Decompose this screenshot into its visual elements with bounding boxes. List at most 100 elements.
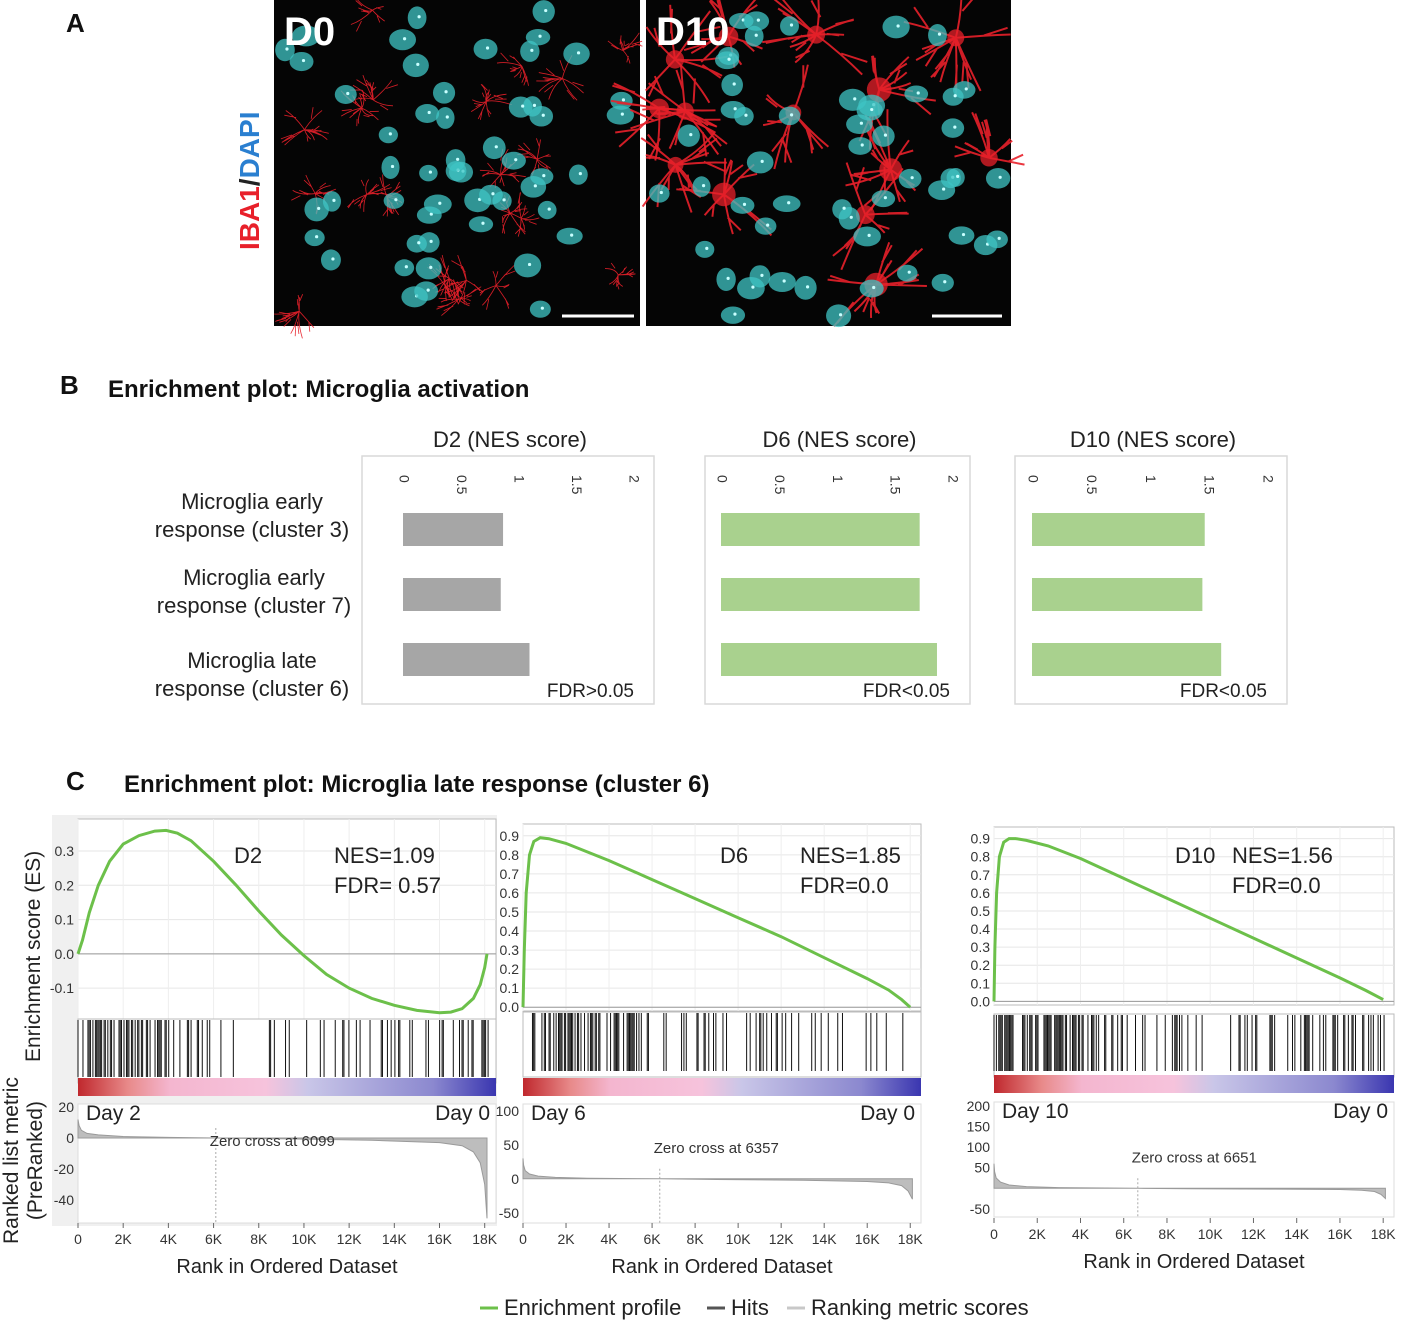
row-label-line: Microglia early [183, 565, 325, 590]
enrichment-profile-line [992, 837, 1384, 1002]
nucleus [871, 190, 896, 208]
nucleus-spot [789, 23, 794, 27]
nucleus-spot [527, 262, 532, 267]
es-tick-label: 0.7 [971, 867, 991, 883]
nucleus-spot [331, 257, 335, 261]
nucleus-spot [620, 112, 624, 116]
bar-1 [721, 513, 920, 546]
microglia-soma [718, 26, 739, 47]
nucleus-spot [883, 196, 887, 200]
nucleus [436, 107, 455, 129]
microglia-soma [676, 102, 694, 120]
nucleus-spot [860, 143, 864, 147]
nucleus-spot [805, 285, 810, 289]
nucleus-spot [315, 235, 319, 239]
microglia-process [350, 0, 385, 32]
es-tick-label: 0.5 [500, 904, 520, 920]
microglia-process [954, 111, 1025, 166]
hits-area [522, 1011, 922, 1078]
x-tick-label: 8K [250, 1231, 268, 1247]
nucleus-spot [705, 246, 709, 251]
nucleus-spot [744, 113, 748, 117]
nucleus-spot [872, 285, 876, 290]
nucleus-spot [502, 198, 506, 202]
es-tick-label: 0.1 [55, 912, 75, 928]
x-axis-label: Rank in Ordered Dataset [1083, 1251, 1305, 1273]
nucleus [768, 271, 796, 293]
nucleus-spot [514, 158, 518, 162]
nucleus [334, 84, 357, 104]
fdr-text: FDR= 0.57 [334, 873, 441, 898]
es-tick-label: 0.7 [500, 866, 520, 882]
es-tick-label: 0.2 [971, 957, 991, 973]
nucleus [948, 226, 975, 245]
micrograph-label: D0 [284, 10, 335, 54]
nucleus-spot [910, 176, 914, 180]
nucleus-spot [727, 57, 731, 61]
nucleus [859, 279, 884, 298]
microglia-process [762, 0, 868, 76]
microglia-process [350, 74, 399, 111]
nucleus-spot [532, 103, 537, 107]
x-tick-label: 16K [855, 1231, 881, 1247]
x-tick-label: 2K [115, 1231, 133, 1247]
row-label-line: response (cluster 3) [154, 517, 350, 542]
nucleus-spot [751, 285, 755, 289]
nucleus [508, 96, 533, 118]
microglia-soma [665, 50, 685, 69]
nucleus-spot [964, 87, 968, 91]
x-tick-label: 16K [1327, 1226, 1353, 1242]
microglia-process [629, 65, 728, 157]
bar-2 [1032, 578, 1203, 611]
tick-label: 1.5 [1202, 475, 1218, 495]
x-tick-label: 0 [74, 1231, 82, 1247]
micrograph-label: D10 [656, 10, 729, 54]
nucleus [381, 155, 400, 179]
tick-label: 1 [830, 475, 846, 483]
hits-group [993, 1015, 1385, 1071]
nucleus-spot [732, 82, 736, 86]
tick-label: 0.5 [1084, 475, 1100, 495]
es-tick-label: -0.1 [50, 980, 74, 996]
nucleus-spot [426, 288, 430, 292]
ranking-metric-area [993, 1163, 1386, 1200]
nucleus-spot [726, 276, 730, 280]
legend-label: Enrichment profile [504, 1295, 681, 1320]
day-label: D6 [720, 843, 748, 868]
nucleus [746, 151, 774, 174]
nucleus-spot [896, 24, 900, 28]
micrograph-d10: D10 [610, 0, 1025, 328]
nucleus [772, 195, 801, 213]
x-tick-label: 10K [726, 1231, 752, 1247]
x-tick-label: 0 [990, 1226, 998, 1242]
microglia-process [762, 64, 830, 170]
nucleus-spot [417, 241, 421, 245]
nucleus [520, 40, 540, 62]
nucleus [537, 200, 557, 220]
nucleus-spot [760, 273, 764, 277]
microglia-process [607, 32, 643, 64]
nucleus-spot [388, 132, 392, 136]
nucleus-spot [576, 51, 581, 55]
microglia-process [470, 83, 512, 120]
chart-title: D2 (NES score) [433, 427, 587, 452]
nuclei [275, 0, 634, 318]
microglia-process [347, 179, 392, 212]
bar-1 [1032, 513, 1205, 546]
chart-title: D10 (NES score) [1070, 427, 1236, 452]
nucleus-spot [733, 107, 737, 111]
row-label-cluster3: Microglia early response (cluster 3) [137, 488, 367, 544]
nucleus [985, 168, 1011, 189]
ranking-metric-area [522, 1158, 913, 1200]
x-tick-label: 12K [337, 1231, 363, 1247]
bar-3 [403, 643, 530, 676]
nucleus-spot [659, 190, 663, 195]
nucleus-spot [346, 91, 350, 96]
nucleus [898, 168, 922, 189]
nucleus [501, 151, 526, 170]
nucleus-spot [491, 192, 495, 196]
nucleus [826, 304, 852, 328]
ranking-color-bar [523, 1078, 921, 1096]
metric-axis-label-line: (PreRanked) [24, 1101, 47, 1221]
nucleus-spot [538, 34, 542, 38]
